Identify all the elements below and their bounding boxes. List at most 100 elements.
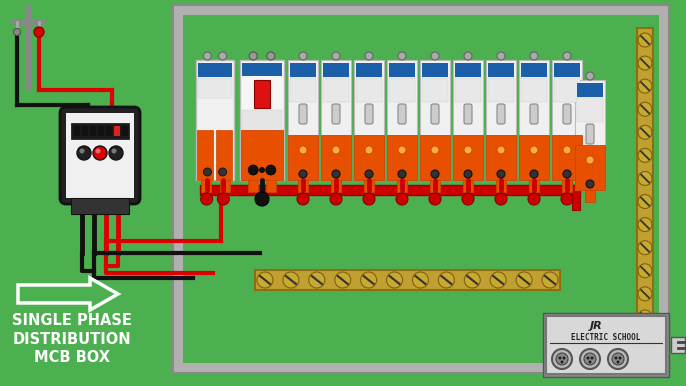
Circle shape bbox=[93, 146, 107, 160]
Circle shape bbox=[267, 52, 275, 60]
Bar bbox=[562, 180, 572, 192]
Circle shape bbox=[556, 353, 568, 365]
Circle shape bbox=[464, 272, 480, 288]
Circle shape bbox=[580, 349, 600, 369]
Bar bbox=[554, 63, 580, 77]
Circle shape bbox=[638, 310, 652, 324]
Bar bbox=[455, 63, 481, 77]
FancyBboxPatch shape bbox=[60, 107, 140, 204]
Circle shape bbox=[204, 52, 211, 60]
Circle shape bbox=[249, 52, 257, 60]
Circle shape bbox=[638, 148, 652, 163]
Bar bbox=[671, 337, 685, 353]
FancyBboxPatch shape bbox=[563, 104, 571, 124]
Text: JR: JR bbox=[590, 321, 603, 331]
Text: ELECTRIC SCHOOL: ELECTRIC SCHOOL bbox=[571, 334, 641, 342]
Circle shape bbox=[431, 170, 439, 178]
Circle shape bbox=[109, 146, 123, 160]
Circle shape bbox=[204, 168, 211, 176]
Bar bbox=[98, 126, 104, 136]
Circle shape bbox=[619, 357, 622, 359]
Circle shape bbox=[332, 170, 340, 178]
Bar bbox=[90, 126, 96, 136]
Bar bbox=[321, 60, 351, 180]
Bar bbox=[290, 63, 316, 77]
Circle shape bbox=[309, 272, 324, 288]
Circle shape bbox=[34, 27, 44, 37]
Circle shape bbox=[299, 52, 307, 60]
Bar bbox=[488, 63, 514, 77]
Bar bbox=[387, 135, 417, 180]
Bar bbox=[288, 60, 318, 180]
Circle shape bbox=[563, 146, 571, 154]
Bar bbox=[577, 98, 603, 122]
Bar bbox=[552, 60, 582, 180]
Circle shape bbox=[255, 192, 269, 206]
Bar bbox=[422, 78, 448, 102]
FancyBboxPatch shape bbox=[332, 104, 340, 124]
Bar bbox=[183, 15, 659, 363]
Circle shape bbox=[265, 165, 276, 175]
Bar bbox=[389, 63, 415, 77]
Bar bbox=[496, 180, 506, 192]
Circle shape bbox=[552, 349, 572, 369]
FancyBboxPatch shape bbox=[365, 104, 373, 124]
Bar bbox=[71, 123, 129, 139]
Bar bbox=[420, 135, 450, 180]
Bar bbox=[585, 190, 595, 202]
Circle shape bbox=[612, 353, 624, 365]
Circle shape bbox=[464, 170, 472, 178]
Circle shape bbox=[530, 170, 538, 178]
Circle shape bbox=[464, 146, 472, 154]
Bar bbox=[173, 5, 669, 373]
Circle shape bbox=[542, 272, 558, 288]
Circle shape bbox=[497, 170, 505, 178]
Circle shape bbox=[80, 149, 84, 154]
Bar bbox=[453, 135, 483, 180]
Circle shape bbox=[608, 349, 628, 369]
Circle shape bbox=[638, 264, 652, 278]
Bar bbox=[288, 135, 318, 180]
Circle shape bbox=[638, 125, 652, 139]
Bar bbox=[521, 78, 547, 102]
FancyBboxPatch shape bbox=[497, 104, 505, 124]
Circle shape bbox=[638, 56, 652, 70]
Circle shape bbox=[330, 193, 342, 205]
Circle shape bbox=[248, 165, 258, 175]
Circle shape bbox=[638, 241, 652, 255]
Circle shape bbox=[363, 193, 375, 205]
Circle shape bbox=[462, 193, 474, 205]
Circle shape bbox=[386, 272, 403, 288]
Circle shape bbox=[591, 357, 593, 359]
Circle shape bbox=[396, 193, 408, 205]
Bar bbox=[66, 113, 134, 198]
Bar bbox=[216, 130, 232, 180]
Bar bbox=[552, 135, 582, 180]
Circle shape bbox=[398, 52, 406, 60]
Circle shape bbox=[563, 357, 565, 359]
Circle shape bbox=[335, 272, 351, 288]
Bar bbox=[577, 83, 603, 97]
FancyBboxPatch shape bbox=[464, 104, 472, 124]
Circle shape bbox=[560, 361, 563, 364]
Bar bbox=[196, 60, 234, 180]
Circle shape bbox=[431, 52, 439, 60]
Bar bbox=[220, 180, 230, 192]
FancyBboxPatch shape bbox=[398, 104, 406, 124]
Circle shape bbox=[438, 272, 454, 288]
Circle shape bbox=[36, 29, 43, 36]
Bar bbox=[430, 180, 440, 192]
Circle shape bbox=[638, 287, 652, 301]
Circle shape bbox=[497, 146, 505, 154]
FancyBboxPatch shape bbox=[586, 124, 594, 144]
Bar bbox=[241, 130, 283, 180]
Bar bbox=[197, 130, 213, 180]
Bar bbox=[122, 126, 128, 136]
Circle shape bbox=[297, 193, 309, 205]
Circle shape bbox=[95, 149, 101, 154]
Circle shape bbox=[528, 193, 540, 205]
Circle shape bbox=[516, 272, 532, 288]
Bar bbox=[572, 185, 580, 210]
Bar bbox=[331, 180, 341, 192]
Circle shape bbox=[299, 170, 307, 178]
